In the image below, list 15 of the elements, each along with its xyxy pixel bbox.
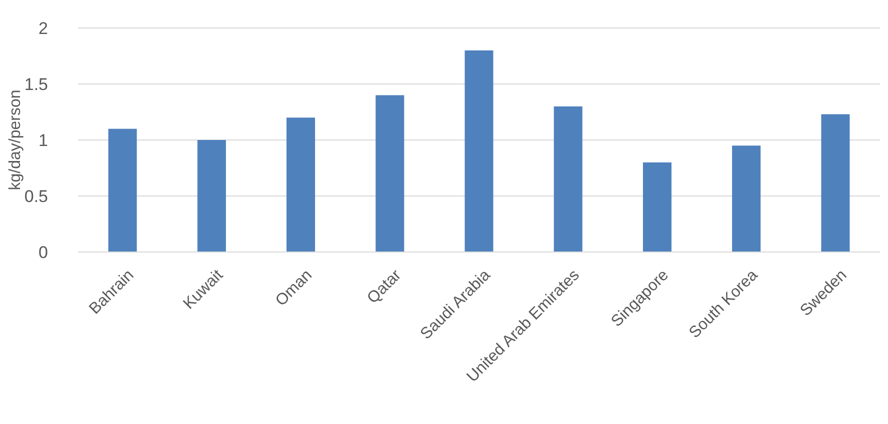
bar: [197, 140, 226, 252]
y-tick-label: 1.5: [24, 74, 48, 94]
bar: [376, 95, 404, 252]
bar: [286, 118, 316, 252]
bar: [732, 146, 761, 252]
y-tick-label: 2: [38, 18, 48, 38]
y-axis-title: kg/day/person: [7, 90, 24, 190]
y-tick-label: 0: [38, 242, 48, 262]
bar: [554, 106, 582, 252]
bar: [464, 50, 494, 252]
y-tick-label: 1: [38, 130, 48, 150]
y-tick-label: 0.5: [24, 186, 48, 206]
bar: [108, 128, 137, 252]
bar: [821, 114, 850, 252]
bar: [642, 162, 672, 252]
